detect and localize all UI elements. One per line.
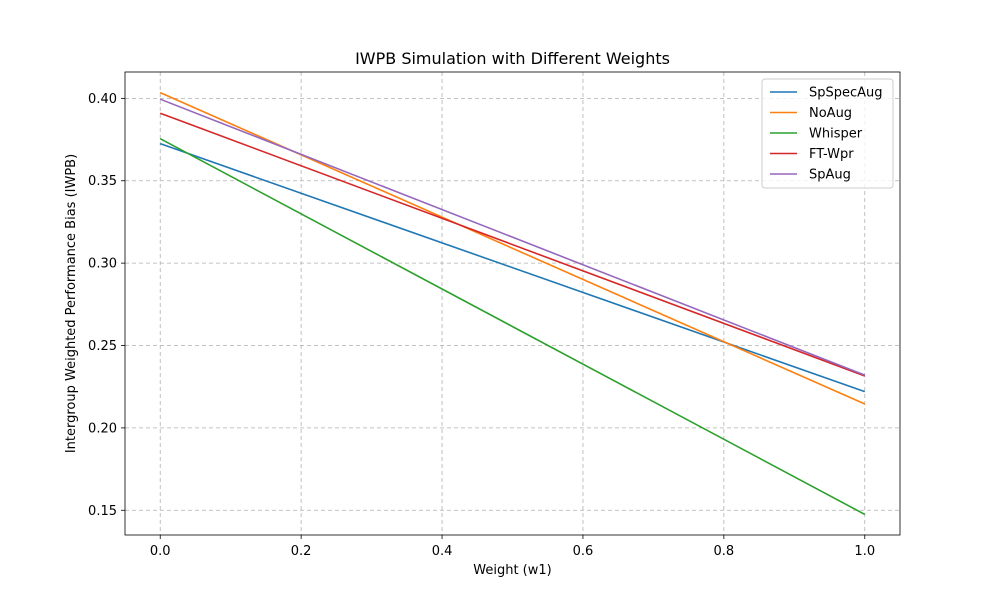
y-tick-label: 0.25 [88,339,117,354]
x-tick-label: 0.4 [432,544,453,559]
y-tick-label: 0.40 [88,92,117,107]
legend-label-whisper: Whisper [809,127,863,142]
y-tick-label: 0.15 [88,504,117,519]
legend-label-spspecaug: SpSpecAug [809,86,883,101]
y-tick-label: 0.35 [88,174,117,189]
legend-label-noaug: NoAug [809,106,852,121]
y-tick-label: 0.20 [88,421,117,436]
legend-label-spaug: SpAug [809,168,851,183]
x-tick-label: 1.0 [854,544,875,559]
x-tick-label: 0.0 [150,544,171,559]
plot-frame [124,71,901,536]
series-line-spspecaug [159,142,866,393]
series-line-spaug [159,98,866,376]
x-tick-label: 0.8 [714,544,735,559]
x-tick-label: 0.6 [573,544,594,559]
y-axis-label: Intergroup Weighted Performance Bias (IW… [64,154,79,453]
legend-box [761,78,894,189]
series-line-whisper [159,138,866,516]
legend: SpSpecAug NoAug Whisper FT-Wpr SpAug [761,78,894,189]
chart-title: IWPB Simulation with Different Weights [355,49,670,68]
x-tick-label: 0.2 [291,544,312,559]
series-layer [159,91,866,516]
tick-layer: 0.0 0.2 0.4 0.6 0.8 1.0 0.15 0.20 0.25 0.30 0.35 0.… [88,92,875,559]
legend-label-ft-wpr: FT-Wpr [809,147,854,162]
series-line-ft-wpr [159,112,866,377]
x-axis-label: Weight (w1) [473,563,551,578]
series-line-noaug [159,91,866,405]
y-tick-label: 0.30 [88,257,117,272]
